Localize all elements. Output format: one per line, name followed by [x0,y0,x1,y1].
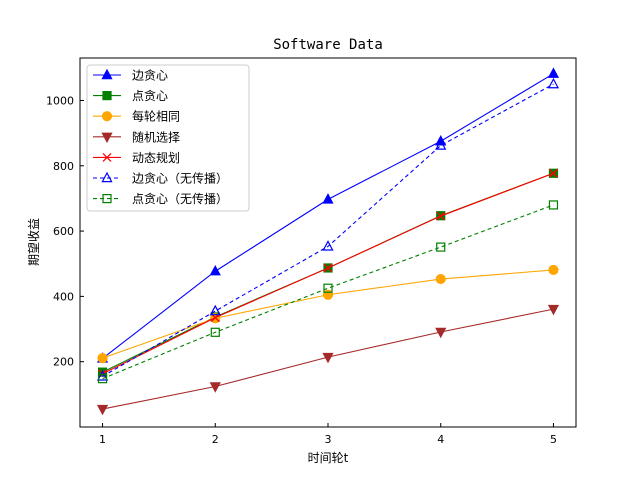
legend-label: 点贪心（无传播） [132,191,228,206]
legend-label: 点贪心 [132,88,168,103]
legend-item: 每轮相同 [93,109,180,124]
data-point [97,352,108,364]
x-axis-label: 时间轮t [308,451,349,465]
x-tick-label: 3 [325,433,332,446]
data-point [547,77,560,89]
series-4 [98,168,558,379]
data-point [97,374,108,384]
data-point [322,352,334,364]
data-point [548,168,558,178]
y-tick-label: 200 [53,356,74,369]
legend-item: 边贪心（无传播） [93,171,228,186]
data-point [547,304,560,316]
legend-marker [101,68,113,80]
data-point [548,200,559,210]
x-tick-label: 2 [212,433,219,446]
legend-marker [101,132,113,144]
data-point [323,263,333,273]
data-point [435,327,447,339]
series-3 [96,304,560,416]
legend-marker [101,171,113,183]
legend-marker [102,90,112,101]
data-point [548,264,559,276]
series-line [102,83,554,377]
x-tick-label: 1 [99,433,106,446]
legend-label: 边贪心 [132,68,168,83]
legend-label: 随机选择 [132,129,180,144]
y-axis-label: 期望收益 [27,218,41,266]
data-point [322,289,334,300]
x-tick-label: 4 [437,433,444,446]
data-point [209,304,221,316]
y-tick-label: 800 [53,160,74,173]
y-tick-label: 1000 [46,94,74,107]
legend-label: 边贪心（无传播） [132,171,228,186]
legend-item: 点贪心 [93,88,168,103]
legend-item: 点贪心（无传播） [93,191,228,206]
legend-marker [101,111,113,122]
data-point [322,240,334,251]
series-2 [97,264,559,364]
data-point [96,404,109,416]
data-point [209,382,221,393]
series-5 [96,77,560,381]
data-point [435,139,447,150]
axis-ticks: 1 2 3 4 5 200 400 600 800 1000 [46,94,557,446]
legend-marker [102,194,112,204]
legend-item: 动态规划 [93,150,180,165]
legend-item: 随机选择 [93,129,180,144]
series-6 [97,200,559,384]
legend-label: 动态规划 [132,150,180,165]
legend-item: 边贪心 [93,68,168,83]
series-line [102,269,554,359]
y-tick-label: 400 [53,290,74,303]
x-tick-label: 5 [550,433,557,446]
chart-title: Software Data [273,37,383,53]
data-point [436,211,446,221]
data-point [547,67,560,78]
legend-frame [86,64,250,212]
data-point [210,327,220,337]
legend-marker [102,152,112,162]
y-tick-label: 600 [53,225,74,238]
data-point [322,193,334,204]
data-point [323,283,333,293]
data-point [436,242,446,252]
data-point [96,370,109,381]
series-lines [96,67,560,416]
data-point [209,264,221,276]
data-point [435,273,446,285]
legend-label: 每轮相同 [132,109,180,124]
